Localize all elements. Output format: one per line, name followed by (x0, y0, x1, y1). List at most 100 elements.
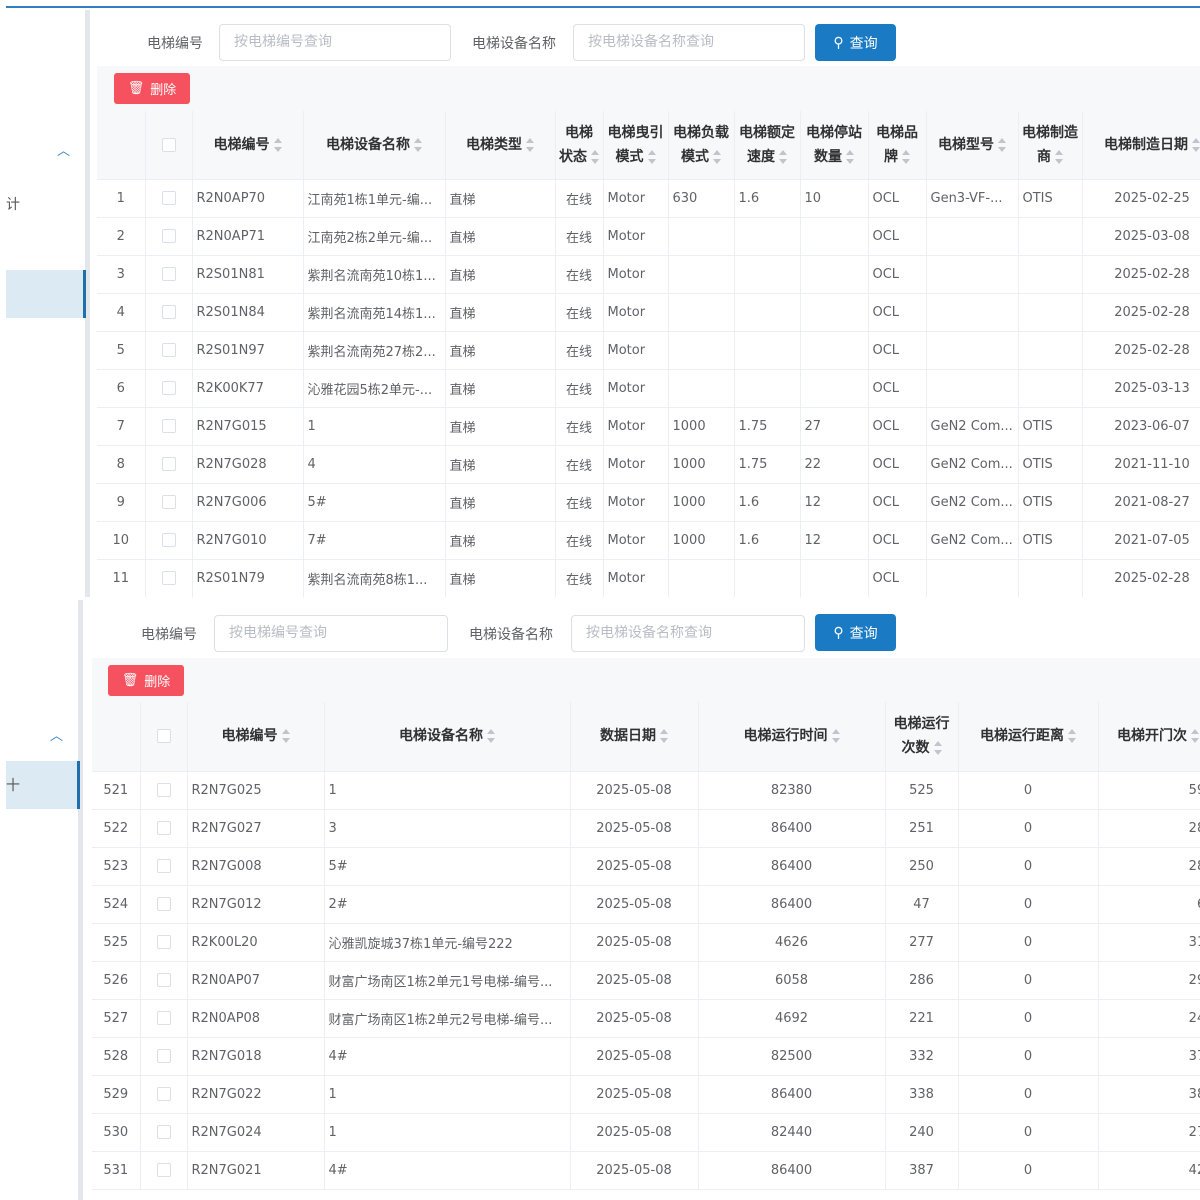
sort-icon[interactable] (273, 137, 282, 152)
checkbox-cell[interactable] (140, 1037, 188, 1076)
column-header[interactable]: 数据日期 (570, 702, 699, 772)
row-checkbox[interactable] (156, 1163, 171, 1177)
row-checkbox[interactable] (161, 495, 176, 509)
row-checkbox[interactable] (156, 1049, 171, 1063)
row-checkbox[interactable] (156, 783, 171, 797)
delete-button[interactable]: 🗑 删除 (114, 73, 190, 104)
checkbox-cell[interactable] (140, 1151, 188, 1190)
sort-icon[interactable] (933, 741, 942, 756)
row-checkbox[interactable] (161, 419, 176, 433)
sort-icon[interactable] (526, 137, 534, 152)
checkbox-cell[interactable] (145, 521, 193, 560)
row-checkbox[interactable] (161, 191, 176, 205)
checkbox-cell[interactable] (140, 1075, 188, 1114)
table-row[interactable]: 9 R2N7G006 5# 直梯 在线 Motor 1000 1.6 12 OCL GeN2 Com… (97, 483, 1200, 522)
sort-icon[interactable] (902, 149, 910, 164)
sort-icon[interactable] (281, 729, 290, 744)
row-checkbox[interactable] (156, 973, 171, 987)
row-checkbox[interactable] (161, 267, 176, 281)
row-checkbox[interactable] (156, 897, 171, 911)
table-row[interactable]: 527 R2N0AP08 财富广场南区1栋2单元2号电梯-编号... 2025-05-… (92, 999, 1200, 1038)
table-row[interactable]: 10 R2N7G010 7# 直梯 在线 Motor 1000 1.6 12 OCL GeN2 Co… (97, 521, 1200, 560)
row-checkbox[interactable] (156, 821, 171, 835)
column-header[interactable]: 电梯停站数量 (800, 111, 869, 180)
elevator-code-input[interactable]: 按电梯编号查询 (219, 24, 451, 61)
select-all-checkbox[interactable] (161, 137, 176, 152)
row-checkbox[interactable] (161, 305, 176, 319)
sort-icon[interactable] (1192, 137, 1200, 152)
column-header[interactable]: 电梯额定速度 (734, 111, 801, 180)
sort-icon[interactable] (831, 729, 840, 744)
elevator-name-input[interactable]: 按电梯设备名称查询 (573, 24, 805, 61)
checkbox-cell[interactable] (140, 809, 188, 848)
column-header[interactable]: 电梯设备名称 (303, 111, 446, 180)
checkbox-cell[interactable] (140, 847, 188, 886)
column-header[interactable]: 电梯品牌 (868, 111, 927, 180)
checkbox-cell[interactable] (145, 293, 193, 332)
checkbox-cell[interactable] (145, 179, 193, 218)
row-checkbox[interactable] (161, 457, 176, 471)
column-header[interactable]: 电梯设备名称 (324, 702, 571, 772)
delete-button[interactable]: 🗑 删除 (108, 665, 184, 696)
column-header[interactable]: 电梯制造日期 (1082, 111, 1200, 180)
column-header[interactable]: 电梯型号 (926, 111, 1019, 180)
sort-icon[interactable] (414, 137, 422, 152)
elevator-code-input[interactable]: 按电梯编号查询 (214, 615, 448, 652)
checkbox-cell[interactable] (145, 255, 193, 294)
column-header[interactable]: 电梯状态 (555, 111, 604, 180)
table-row[interactable]: 525 R2K00L20 沁雅凯旋城37栋1单元-编号222 2025-05-08 46… (92, 923, 1200, 962)
column-header[interactable]: 电梯曳引模式 (603, 111, 669, 180)
sidebar-item-label[interactable]: 计 (6, 197, 20, 213)
row-checkbox[interactable] (161, 229, 176, 243)
column-header[interactable]: 电梯类型 (445, 111, 556, 180)
table-row[interactable]: 1 R2N0AP70 江南苑1栋1单元-编... 直梯 在线 Motor 630 1.6 10 O… (97, 179, 1200, 218)
row-checkbox[interactable] (161, 381, 176, 395)
checkbox-cell[interactable] (145, 331, 193, 370)
checkbox-cell[interactable] (140, 771, 188, 810)
column-header[interactable]: 电梯负载模式 (668, 111, 735, 180)
checkbox-cell[interactable] (145, 217, 193, 256)
elevator-name-input[interactable]: 按电梯设备名称查询 (571, 615, 805, 652)
table-row[interactable]: 5 R2S01N97 紫荆名流南苑27栋2... 直梯 在线 Motor OCL 2025-0… (97, 331, 1200, 370)
checkbox-cell[interactable] (145, 369, 193, 408)
sort-icon[interactable] (713, 149, 721, 164)
checkbox-cell[interactable] (140, 1113, 188, 1152)
sort-icon[interactable] (779, 149, 787, 164)
checkbox-cell[interactable] (145, 407, 193, 446)
checkbox-cell[interactable] (140, 885, 188, 924)
row-checkbox[interactable] (161, 343, 176, 357)
sort-icon[interactable] (1068, 729, 1076, 744)
checkbox-cell[interactable] (145, 483, 193, 522)
sort-icon[interactable] (1055, 149, 1063, 164)
sort-icon[interactable] (998, 137, 1006, 152)
row-checkbox[interactable] (156, 859, 171, 873)
row-checkbox[interactable] (156, 935, 171, 949)
table-row[interactable]: 11 R2S01N79 紫荆名流南苑8栋1... 直梯 在线 Motor OCL 2025-0… (97, 559, 1200, 597)
column-header[interactable]: 电梯运行时间 (698, 702, 886, 772)
table-row[interactable]: 4 R2S01N84 紫荆名流南苑14栋1... 直梯 在线 Motor OCL 2025-0… (97, 293, 1200, 332)
sidebar-item-active[interactable]: 十 (6, 761, 80, 809)
sort-icon[interactable] (647, 149, 656, 164)
table-row[interactable]: 2 R2N0AP71 江南苑2栋2单元-编... 直梯 在线 Motor OCL 2025-0… (97, 217, 1200, 256)
column-header[interactable]: 电梯编号 (192, 111, 304, 180)
table-row[interactable]: 7 R2N7G015 1 直梯 在线 Motor 1000 1.75 27 OCL GeN2 Com… (97, 407, 1200, 446)
column-header[interactable]: 电梯运行距离 (958, 702, 1099, 772)
sort-icon[interactable] (1191, 729, 1199, 744)
row-checkbox[interactable] (161, 533, 176, 547)
table-row[interactable]: 8 R2N7G028 4 直梯 在线 Motor 1000 1.75 22 OCL GeN2 Com… (97, 445, 1200, 484)
query-button[interactable]: ⚲ 查询 (815, 614, 896, 651)
table-row[interactable]: 6 R2K00K77 沁雅花园5栋2单元-... 直梯 在线 Motor OCL 2025-0… (97, 369, 1200, 408)
select-all-checkbox[interactable] (156, 729, 171, 744)
checkbox-cell[interactable] (140, 999, 188, 1038)
table-row[interactable]: 526 R2N0AP07 财富广场南区1栋2单元1号电梯-编号... 2025-05-… (92, 961, 1200, 1000)
checkbox-cell[interactable] (140, 923, 188, 962)
row-checkbox[interactable] (156, 1125, 171, 1139)
